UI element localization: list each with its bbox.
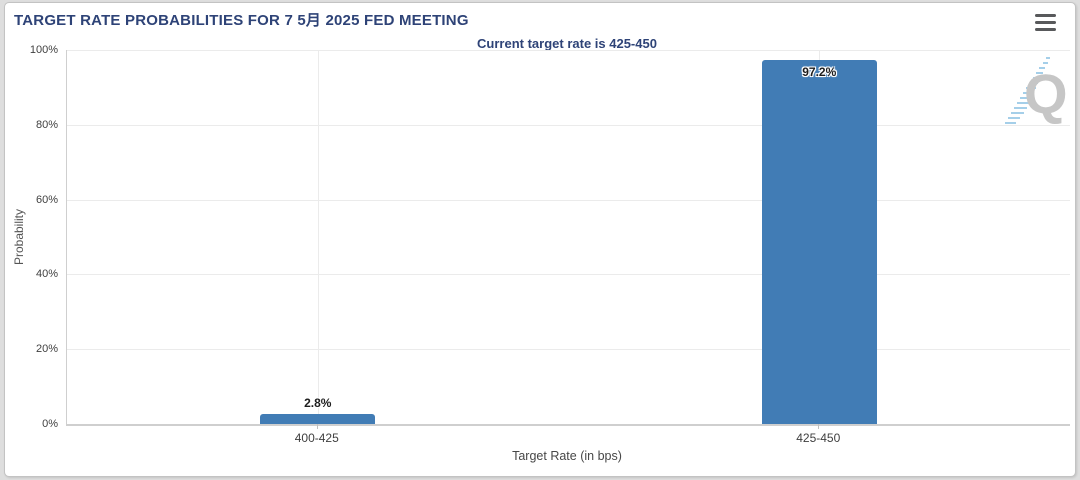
y-gridline xyxy=(67,199,1070,201)
y-tick-label: 0% xyxy=(42,418,58,430)
y-gridline xyxy=(67,349,1070,351)
watermark-letter: Q xyxy=(1024,62,1068,125)
x-axis-title: Target Rate (in bps) xyxy=(512,449,622,463)
chart-title: TARGET RATE PROBABILITIES FOR 7 5月 2025 … xyxy=(14,12,469,29)
menu-bar xyxy=(1035,21,1056,24)
bar-value-label: 97.2% xyxy=(802,65,837,80)
chart-subtitle: Current target rate is 425-450 xyxy=(477,36,657,51)
plot-area: 2.8% 97.2% xyxy=(66,50,1070,426)
y-tick-label: 100% xyxy=(29,44,58,56)
menu-bar xyxy=(1035,14,1056,17)
x-tick-label: 425-450 xyxy=(796,431,841,445)
y-gridline xyxy=(67,124,1070,126)
y-tick-label: 60% xyxy=(35,193,58,206)
y-gridline xyxy=(67,274,1070,276)
x-tick-label: 400-425 xyxy=(294,431,339,445)
bar-value-label: 2.8% xyxy=(304,395,332,410)
bar-425-450[interactable] xyxy=(761,60,877,424)
chart-card xyxy=(4,2,1076,477)
x-tick-mark xyxy=(316,424,318,429)
watermark-q-logo: Q xyxy=(1005,57,1068,125)
x-tick-mark xyxy=(818,424,820,429)
y-tick-label: 40% xyxy=(35,268,58,281)
bar-400-425[interactable] xyxy=(260,413,376,424)
hamburger-menu-icon[interactable] xyxy=(1035,14,1056,35)
x-gridline xyxy=(317,50,319,424)
y-axis-title: Probability xyxy=(12,208,26,266)
y-tick-label: 20% xyxy=(35,343,58,356)
y-tick-label: 80% xyxy=(35,118,58,131)
y-gridline xyxy=(67,50,1070,51)
menu-bar xyxy=(1035,28,1056,31)
